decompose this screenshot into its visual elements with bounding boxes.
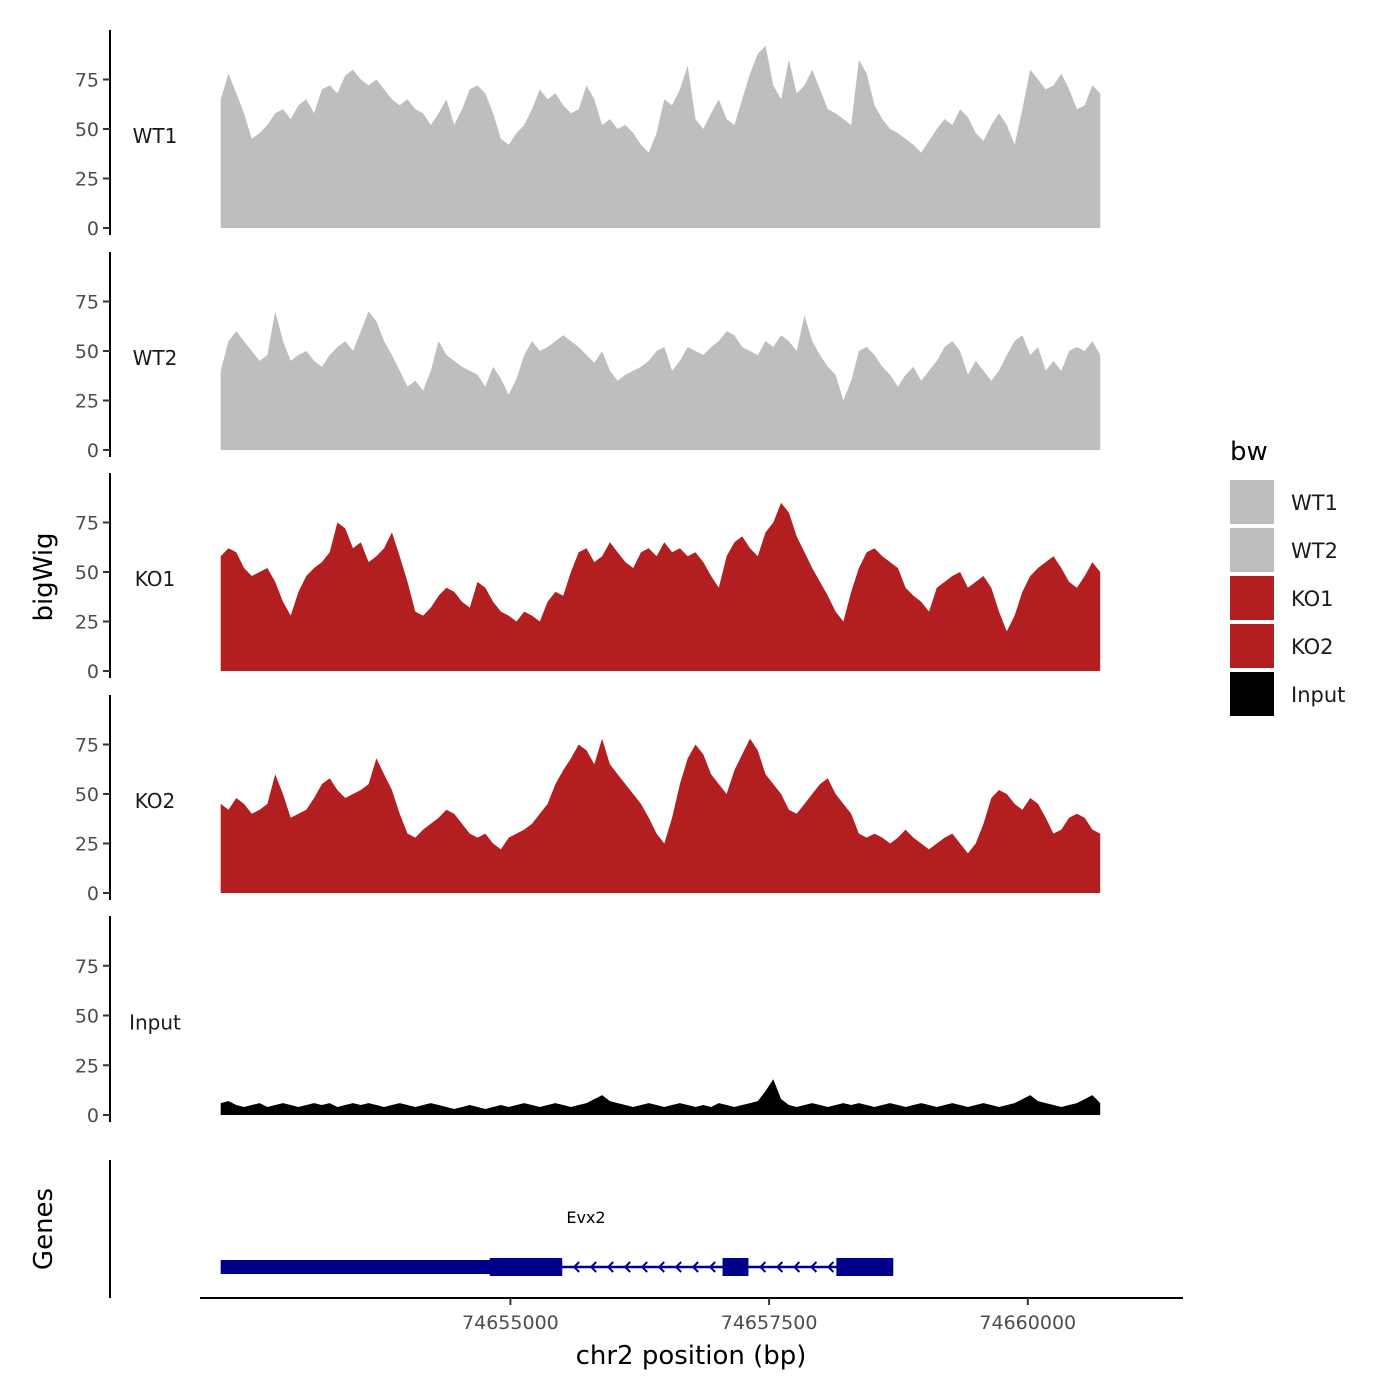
strand-arrow <box>826 1261 835 1273</box>
y-tick-label-wt1-0: 0 <box>87 218 99 240</box>
legend-label-wt1: WT1 <box>1291 491 1338 515</box>
legend-swatch-input <box>1230 672 1274 716</box>
x-axis-title: chr2 position (bp) <box>576 1341 807 1371</box>
y-tick-label-ko2-75: 75 <box>75 735 99 757</box>
y-tick-label-input-0: 0 <box>87 1105 99 1127</box>
y-tick-label-ko1-0: 0 <box>87 661 99 683</box>
legend-label-ko2: KO2 <box>1291 635 1334 659</box>
genes-panel: Evx2 <box>109 1160 894 1298</box>
area-ko1 <box>220 502 1101 671</box>
x-tick-label-74655000: 74655000 <box>462 1312 559 1334</box>
legend: bw WT1 WT2 KO1 KO2 Input <box>1230 437 1345 716</box>
strand-arrow <box>792 1261 801 1273</box>
track-panel-wt2: 0 25 50 75 WT2 <box>75 252 1101 462</box>
legend-label-ko1: KO1 <box>1291 587 1334 611</box>
gene-exon-3 <box>722 1258 749 1276</box>
y-tick-label-ko2-25: 25 <box>75 834 99 856</box>
track-label-ko2: KO2 <box>135 789 176 813</box>
y-tick-label-input-50: 50 <box>75 1006 99 1028</box>
strand-arrow <box>691 1261 699 1273</box>
y-tick-label-wt1-50: 50 <box>75 119 99 141</box>
track-label-wt1: WT1 <box>133 124 178 148</box>
y-axis-title: bigWig <box>29 532 59 621</box>
track-panel-input: 0 25 50 75 Input <box>75 916 1101 1127</box>
area-input <box>220 1079 1101 1115</box>
y-tick-label-wt1-25: 25 <box>75 169 99 191</box>
track-panel-ko2: 0 25 50 75 KO2 <box>75 695 1101 905</box>
strand-arrow <box>640 1261 648 1273</box>
strand-arrow <box>572 1261 580 1273</box>
genes-axis-title: Genes <box>29 1188 59 1270</box>
y-tick-label-ko2-50: 50 <box>75 784 99 806</box>
y-tick-label-wt2-50: 50 <box>75 341 99 363</box>
track-panels: 0 25 50 75 WT1 0 25 50 75 WT2 0 25 50 75 KO1 0 25 50 75 KO2… <box>75 30 1101 1127</box>
strand-arrow <box>657 1261 665 1273</box>
y-tick-label-ko1-75: 75 <box>75 513 99 535</box>
x-tick-label-74657500: 74657500 <box>721 1312 818 1334</box>
strand-arrow <box>674 1261 682 1273</box>
legend-title: bw <box>1230 437 1268 467</box>
strand-arrow <box>623 1261 631 1273</box>
track-panel-wt1: 0 25 50 75 WT1 <box>75 30 1101 240</box>
track-label-ko1: KO1 <box>135 567 176 591</box>
gene-exon-1 <box>220 1260 563 1274</box>
strand-arrow <box>775 1261 784 1273</box>
strand-arrow <box>809 1261 818 1273</box>
legend-label-input: Input <box>1291 683 1345 707</box>
legend-swatch-ko2 <box>1230 624 1274 668</box>
y-tick-label-wt2-0: 0 <box>87 440 99 462</box>
strand-arrow <box>606 1261 614 1273</box>
area-ko2 <box>220 738 1101 893</box>
area-wt2 <box>220 311 1101 450</box>
x-axis: 74655000 74657500 74660000 <box>200 1297 1183 1334</box>
strand-arrow <box>589 1261 597 1273</box>
y-tick-label-ko1-50: 50 <box>75 562 99 584</box>
y-tick-label-ko1-25: 25 <box>75 612 99 634</box>
y-tick-label-wt2-75: 75 <box>75 292 99 314</box>
legend-swatch-ko1 <box>1230 576 1274 620</box>
gene-exon-4 <box>836 1258 894 1276</box>
x-tick-label-74660000: 74660000 <box>979 1312 1076 1334</box>
y-tick-label-wt2-25: 25 <box>75 391 99 413</box>
track-panel-ko1: 0 25 50 75 KO1 <box>75 473 1101 683</box>
area-wt1 <box>220 45 1101 228</box>
track-label-wt2: WT2 <box>133 346 178 370</box>
gene-label-evx2: Evx2 <box>566 1208 605 1227</box>
strand-arrow <box>758 1261 767 1273</box>
gene-exon-2 <box>489 1258 563 1276</box>
legend-label-wt2: WT2 <box>1291 539 1338 563</box>
strand-arrow <box>708 1261 716 1273</box>
y-tick-label-wt1-75: 75 <box>75 70 99 92</box>
y-tick-label-ko2-0: 0 <box>87 883 99 905</box>
legend-swatch-wt1 <box>1230 480 1274 524</box>
y-tick-label-input-25: 25 <box>75 1055 99 1077</box>
track-label-input: Input <box>129 1011 181 1035</box>
legend-swatch-wt2 <box>1230 528 1274 572</box>
y-tick-label-input-75: 75 <box>75 956 99 978</box>
